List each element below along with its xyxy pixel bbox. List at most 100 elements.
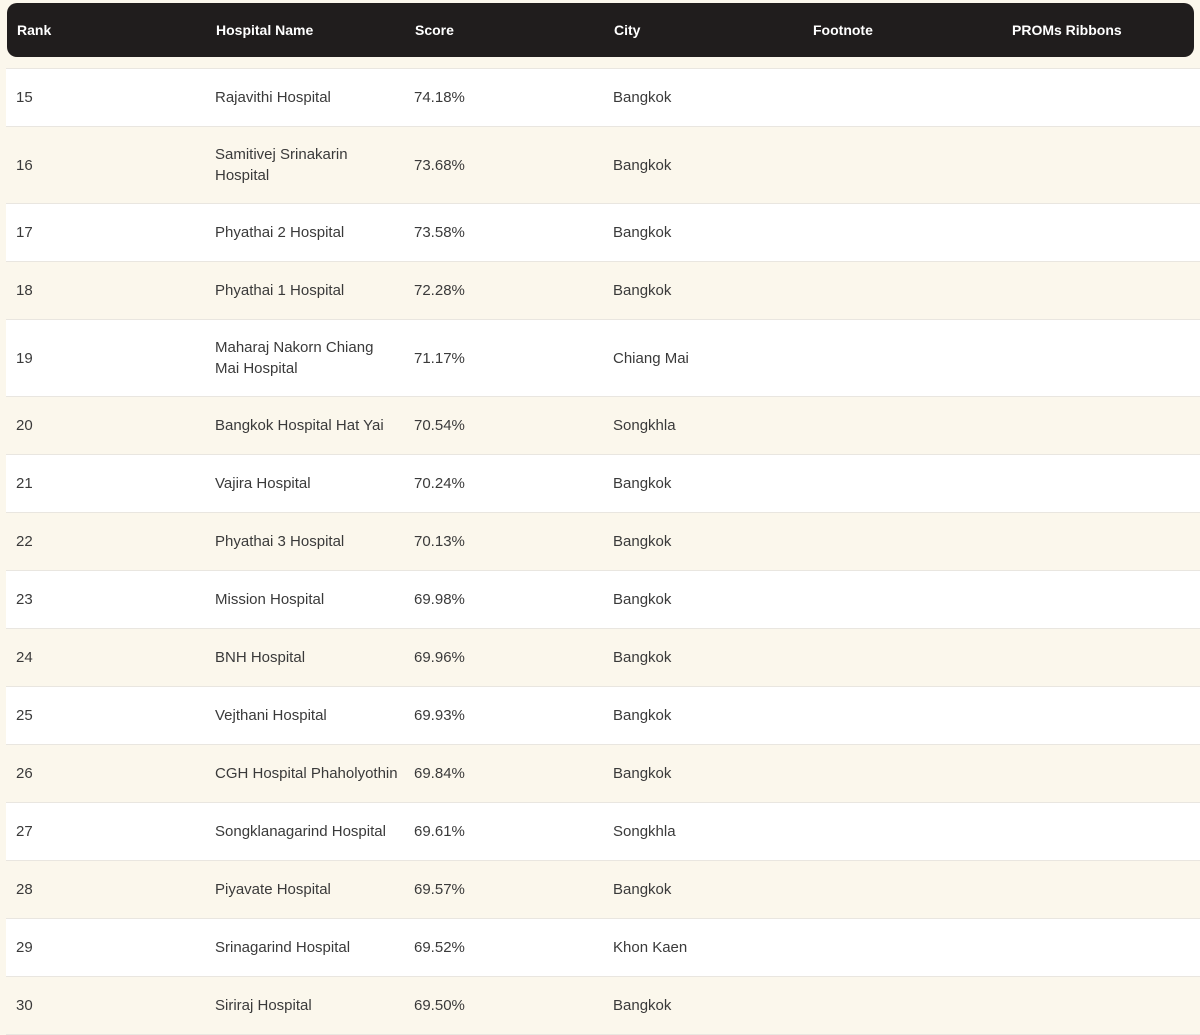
- rank-cell: 30: [16, 997, 33, 1014]
- proms-ribbons-cell: [1001, 873, 1200, 907]
- proms-ribbons-cell: [1001, 757, 1200, 791]
- proms-ribbons-cell: [1001, 216, 1200, 250]
- column-header-hospital-name: Hospital Name: [216, 21, 314, 38]
- proms-ribbons-cell: [1001, 641, 1200, 675]
- city-cell: Bangkok: [613, 224, 672, 241]
- proms-ribbons-cell: [1001, 341, 1200, 375]
- city-cell: Bangkok: [613, 881, 672, 898]
- proms-ribbons-cell: [1001, 989, 1200, 1023]
- column-header-city: City: [614, 21, 641, 38]
- city-cell: Bangkok: [613, 765, 672, 782]
- footnote-cell: [802, 815, 1001, 849]
- rank-cell: 22: [16, 533, 33, 550]
- hospital-name-cell: BNH Hospital: [215, 649, 306, 666]
- column-header-score: Score: [415, 21, 454, 38]
- hospital-name-cell: Phyathai 3 Hospital: [215, 533, 345, 550]
- score-cell: 69.57%: [414, 881, 465, 898]
- city-cell: Songkhla: [613, 417, 676, 434]
- hospital-name-cell: Samitivej Srinakarin Hospital: [215, 146, 348, 184]
- footnote-cell: [802, 525, 1001, 559]
- table-row: 17 Phyathai 2 Hospital 73.58% Bangkok: [6, 204, 1200, 262]
- score-cell: 69.50%: [414, 997, 465, 1014]
- table-row: 29 Srinagarind Hospital 69.52% Khon Kaen: [6, 919, 1200, 977]
- score-cell: 69.98%: [414, 591, 465, 608]
- proms-ribbons-cell: [1001, 525, 1200, 559]
- rank-cell: 21: [16, 475, 33, 492]
- footnote-cell: [802, 148, 1001, 182]
- score-cell: 69.84%: [414, 765, 465, 782]
- footnote-cell: [802, 699, 1001, 733]
- table-row: 21 Vajira Hospital 70.24% Bangkok: [6, 455, 1200, 513]
- table-row: 26 CGH Hospital Phaholyothin 69.84% Bang…: [6, 745, 1200, 803]
- rank-cell: 17: [16, 224, 33, 241]
- table-row: 22 Phyathai 3 Hospital 70.13% Bangkok: [6, 513, 1200, 571]
- footnote-cell: [802, 757, 1001, 791]
- rank-cell: 29: [16, 939, 33, 956]
- rank-cell: 20: [16, 417, 33, 434]
- city-cell: Bangkok: [613, 997, 672, 1014]
- hospital-name-cell: Songklanagarind Hospital: [215, 823, 386, 840]
- proms-ribbons-cell: [1001, 81, 1200, 115]
- hospital-ranking-table: Rank Hospital Name Score City Footnote P…: [0, 3, 1200, 1035]
- score-cell: 73.58%: [414, 224, 465, 241]
- city-cell: Bangkok: [613, 707, 672, 724]
- city-cell: Songkhla: [613, 823, 676, 840]
- rank-cell: 23: [16, 591, 33, 608]
- city-cell: Bangkok: [613, 89, 672, 106]
- hospital-name-cell: Srinagarind Hospital: [215, 939, 351, 956]
- footnote-cell: [802, 583, 1001, 617]
- hospital-name-cell: Vejthani Hospital: [215, 707, 327, 724]
- table-row: 25 Vejthani Hospital 69.93% Bangkok: [6, 687, 1200, 745]
- hospital-name-cell: Vajira Hospital: [215, 475, 311, 492]
- hospital-name-cell: Maharaj Nakorn Chiang Mai Hospital: [215, 339, 374, 377]
- column-header-rank: Rank: [17, 21, 52, 38]
- table-row: 18 Phyathai 1 Hospital 72.28% Bangkok: [6, 262, 1200, 320]
- rank-cell: 19: [16, 349, 33, 367]
- hospital-name-cell: Mission Hospital: [215, 591, 325, 608]
- score-cell: 69.93%: [414, 707, 465, 724]
- rank-cell: 18: [16, 282, 33, 299]
- rank-cell: 28: [16, 881, 33, 898]
- column-header-footnote: Footnote: [813, 21, 873, 38]
- hospital-name-cell: Bangkok Hospital Hat Yai: [215, 417, 384, 434]
- proms-ribbons-cell: [1001, 815, 1200, 849]
- city-cell: Bangkok: [613, 282, 672, 299]
- hospital-name-cell: CGH Hospital Phaholyothin: [215, 765, 398, 782]
- city-cell: Bangkok: [613, 649, 672, 666]
- footnote-cell: [802, 341, 1001, 375]
- table-row: 28 Piyavate Hospital 69.57% Bangkok: [6, 861, 1200, 919]
- city-cell: Khon Kaen: [613, 939, 688, 956]
- score-cell: 69.52%: [414, 939, 465, 956]
- score-cell: 73.68%: [414, 156, 465, 174]
- city-cell: Chiang Mai: [613, 349, 689, 367]
- table-row: 24 BNH Hospital 69.96% Bangkok: [6, 629, 1200, 687]
- rank-cell: 26: [16, 765, 33, 782]
- hospital-name-cell: Phyathai 1 Hospital: [215, 282, 345, 299]
- table-row: 20 Bangkok Hospital Hat Yai 70.54% Songk…: [6, 397, 1200, 455]
- score-cell: 70.13%: [414, 533, 465, 550]
- table-row: 30 Siriraj Hospital 69.50% Bangkok: [6, 977, 1200, 1035]
- table-row: 15 Rajavithi Hospital 74.18% Bangkok: [6, 69, 1200, 127]
- city-cell: Bangkok: [613, 533, 672, 550]
- proms-ribbons-cell: [1001, 699, 1200, 733]
- city-cell: Bangkok: [613, 156, 672, 174]
- rank-cell: 15: [16, 89, 33, 106]
- footnote-cell: [802, 409, 1001, 443]
- city-cell: Bangkok: [613, 475, 672, 492]
- column-header-proms-ribbons: PROMs Ribbons: [1012, 21, 1122, 38]
- score-cell: 70.54%: [414, 417, 465, 434]
- footnote-cell: [802, 274, 1001, 308]
- score-cell: 69.96%: [414, 649, 465, 666]
- proms-ribbons-cell: [1001, 274, 1200, 308]
- rank-cell: 16: [16, 156, 33, 174]
- table-header-row: Rank Hospital Name Score City Footnote P…: [7, 3, 1194, 57]
- rank-cell: 25: [16, 707, 33, 724]
- footnote-cell: [802, 641, 1001, 675]
- score-cell: 74.18%: [414, 89, 465, 106]
- footnote-cell: [802, 931, 1001, 965]
- footnote-cell: [802, 989, 1001, 1023]
- footnote-cell: [802, 81, 1001, 115]
- rank-cell: 24: [16, 649, 33, 666]
- footnote-cell: [802, 467, 1001, 501]
- table-row: 16 Samitivej Srinakarin Hospital 73.68% …: [6, 127, 1200, 204]
